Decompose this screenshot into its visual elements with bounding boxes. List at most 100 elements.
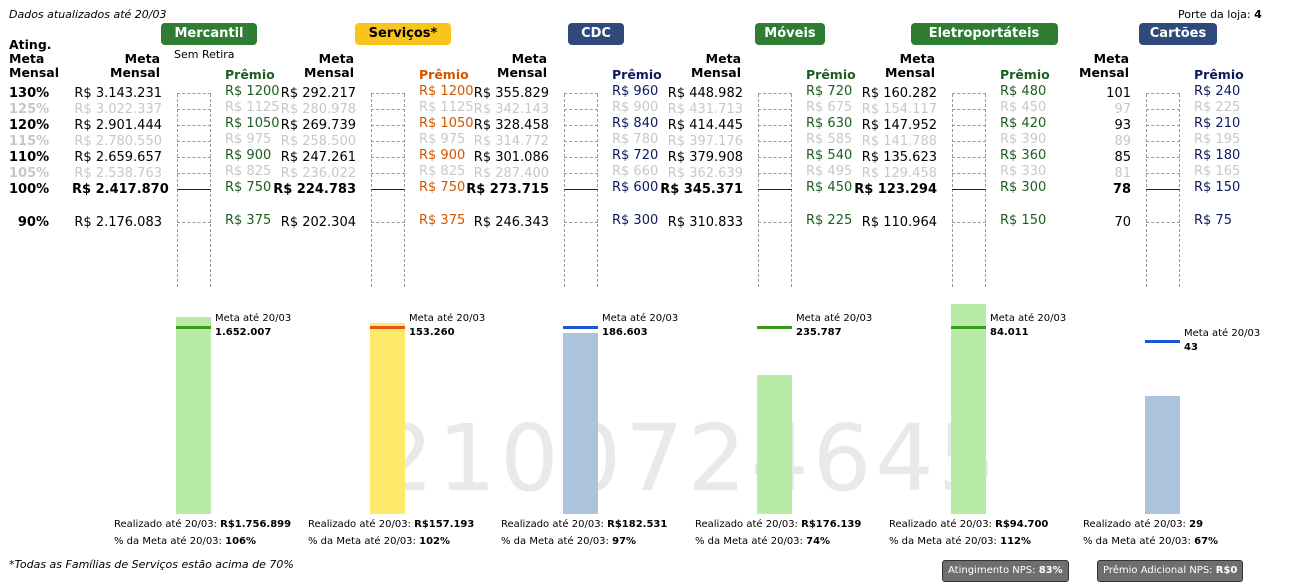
premio-value: R$ 585 (806, 132, 853, 147)
bar-tick (371, 141, 405, 142)
bar-frame (952, 94, 986, 287)
premio-value: R$ 960 (612, 84, 659, 99)
premio-value: R$ 1200 (225, 84, 280, 99)
bar-tick (177, 109, 211, 110)
bar-tick (758, 222, 792, 223)
premio-value: R$ 450 (806, 180, 853, 195)
bar-tick (564, 125, 598, 126)
bar-tick (952, 125, 986, 126)
premio-value: R$ 900 (612, 100, 659, 115)
meta-value: R$ 129.458 (861, 166, 937, 181)
meta-value: R$ 362.639 (667, 166, 743, 181)
meta-value: R$ 246.343 (473, 215, 549, 230)
meta-mensal-header: Meta Mensal (691, 51, 741, 80)
bar-frame (564, 94, 598, 287)
bar-tick (1146, 93, 1180, 94)
premio-value: R$ 450 (1000, 100, 1047, 115)
meta-mensal-header: Meta Mensal (497, 51, 547, 80)
progress-fill (563, 333, 598, 514)
premio-value: R$ 225 (1194, 100, 1241, 115)
level-label: 115% (9, 134, 50, 149)
premio-header: Prêmio (419, 67, 469, 82)
premio-value: R$ 360 (1000, 148, 1047, 163)
progress-fill (757, 375, 792, 514)
level-label: 110% (9, 150, 50, 165)
premio-header: Prêmio (612, 67, 662, 82)
watermark: 2100724645 (375, 405, 1001, 512)
meta-marker (1145, 340, 1180, 344)
meta-value: R$ 3.022.337 (74, 102, 162, 117)
bar-frame (371, 94, 405, 287)
meta-marker (370, 325, 405, 329)
bar-tick (952, 173, 986, 174)
premio-value: R$ 1125 (419, 100, 474, 115)
category-badge: Serviços* (355, 23, 451, 45)
bar-tick (952, 141, 986, 142)
bar-tick (371, 173, 405, 174)
meta-value: R$ 431.713 (667, 102, 743, 117)
bar-tick (952, 222, 986, 223)
meta-value: R$ 202.304 (280, 215, 356, 230)
meta-value: 85 (1114, 150, 1131, 165)
meta-value: R$ 110.964 (861, 215, 937, 230)
bar-tick (758, 141, 792, 142)
meta-value: R$ 345.371 (660, 182, 743, 197)
premio-value: R$ 900 (225, 148, 272, 163)
progress-fill (370, 322, 405, 514)
bar-tick (758, 157, 792, 158)
meta-value: R$ 273.715 (466, 182, 549, 197)
bar-tick (1146, 157, 1180, 158)
meta-value: 89 (1114, 134, 1131, 149)
bar-tick (758, 93, 792, 94)
premio-value: R$ 975 (225, 132, 272, 147)
meta-value: R$ 355.829 (473, 86, 549, 101)
nps-badge: Atingimento NPS: 83% (942, 560, 1069, 582)
premio-value: R$ 300 (1000, 180, 1047, 195)
premio-value: R$ 1200 (419, 84, 474, 99)
premio-value: R$ 480 (1000, 84, 1047, 99)
bar-tick (564, 189, 598, 190)
premio-value: R$ 600 (612, 180, 659, 195)
bar-tick (758, 109, 792, 110)
meta-ate-label: Meta até 20/03 235.787 (796, 313, 873, 339)
premio-value: R$ 1050 (419, 116, 474, 131)
column-footer: Realizado até 20/03: R$1.756.899% da Met… (114, 519, 292, 547)
bar-tick (564, 222, 598, 223)
premio-value: R$ 75 (1194, 213, 1232, 228)
level-label: 90% (17, 215, 49, 230)
meta-ate-label: Meta até 20/03 84.011 (990, 313, 1067, 339)
meta-value: R$ 292.217 (280, 86, 356, 101)
bar-tick (564, 93, 598, 94)
meta-mensal-header: Meta Mensal (304, 51, 354, 80)
meta-value: 101 (1106, 86, 1131, 101)
premio-value: R$ 330 (1000, 164, 1047, 179)
meta-value: 93 (1114, 118, 1131, 133)
category-badge: CDC (568, 23, 624, 45)
premio-value: R$ 165 (1194, 164, 1241, 179)
meta-value: R$ 2.538.763 (74, 166, 162, 181)
premio-value: R$ 825 (419, 164, 466, 179)
level-label: 125% (9, 102, 50, 117)
premio-value: R$ 195 (1194, 132, 1241, 147)
bar-tick (1146, 141, 1180, 142)
premio-value: R$ 675 (806, 100, 853, 115)
meta-value: R$ 448.982 (667, 86, 743, 101)
premio-value: R$ 1050 (225, 116, 280, 131)
bar-tick (758, 125, 792, 126)
meta-value: R$ 154.117 (861, 102, 937, 117)
meta-ate-label: Meta até 20/03 1.652.007 (215, 313, 292, 339)
meta-value: 70 (1114, 215, 1131, 230)
footnote: *Todas as Famílias de Serviços estão aci… (9, 558, 294, 571)
bar-tick (564, 157, 598, 158)
meta-value: R$ 3.143.231 (74, 86, 162, 101)
premio-value: R$ 210 (1194, 116, 1241, 131)
premio-header: Prêmio (1000, 67, 1050, 82)
ating-header: Ating. Meta Mensal (9, 37, 59, 80)
meta-value: R$ 414.445 (667, 118, 743, 133)
updated-label: Dados atualizados até 20/03 (9, 8, 167, 21)
meta-value: R$ 123.294 (854, 182, 937, 197)
meta-value: R$ 2.780.550 (74, 134, 162, 149)
premio-value: R$ 660 (612, 164, 659, 179)
bar-frame (758, 94, 792, 287)
bar-tick (177, 222, 211, 223)
